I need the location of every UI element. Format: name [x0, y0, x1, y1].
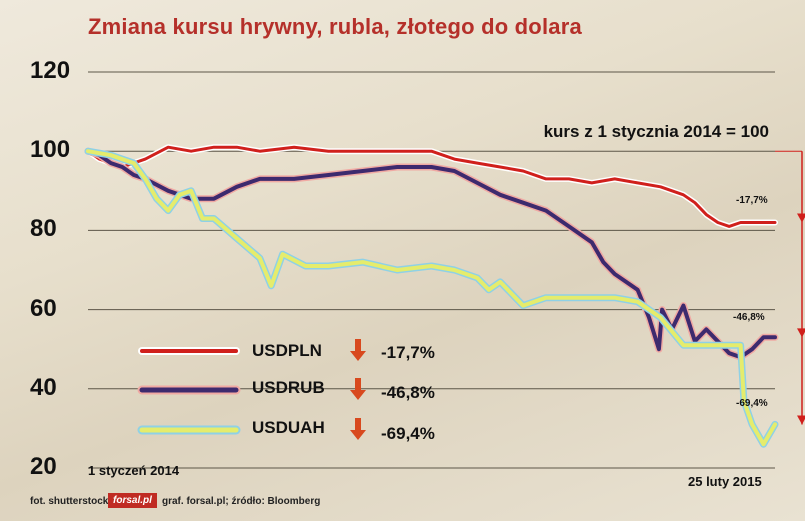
y-tick-40: 40 — [30, 373, 57, 401]
y-tick-120: 120 — [30, 57, 71, 84]
forsal-logo: forsal.pl — [108, 493, 157, 508]
legend-change-usduah: -69,4% — [381, 424, 435, 443]
legend-down-arrow-usduah — [350, 418, 366, 440]
y-tick-100: 100 — [30, 136, 71, 164]
legend-down-arrow-usdrub — [350, 378, 366, 400]
legend-name-usduah: USDUAH — [252, 418, 325, 437]
y-tick-60: 60 — [30, 294, 57, 322]
series-line-usduah — [86, 149, 777, 447]
end-label-usduah: -69,4% — [736, 398, 768, 409]
chart-title: Zmiana kursu hrywny, rubla, złotego do d… — [88, 14, 582, 39]
series-line-usdpln — [86, 145, 777, 228]
end-label-usdrub: -46,8% — [733, 312, 765, 323]
change-arrow-usdpln — [797, 213, 805, 223]
end-label-usdpln: -17,7% — [736, 195, 768, 206]
photo-credit: fot. shutterstock — [30, 496, 109, 507]
base-note: kurs z 1 stycznia 2014 = 100 — [543, 122, 769, 141]
change-arrow-usduah — [797, 415, 805, 425]
legend-change-usdrub: -46,8% — [381, 383, 435, 402]
legend-down-arrow-usdpln — [350, 339, 366, 361]
y-tick-80: 80 — [30, 215, 57, 243]
series-line-usdrub — [86, 149, 777, 360]
y-tick-20: 20 — [30, 453, 57, 480]
change-arrow-usdrub — [797, 328, 805, 338]
x-end-label: 25 luty 2015 — [688, 474, 762, 489]
series-outline-usdpln — [85, 144, 778, 230]
legend-change-usdpln: -17,7% — [381, 343, 435, 362]
legend-name-usdrub: USDRUB — [252, 378, 325, 397]
source-credit: graf. forsal.pl; źródło: Bloomberg — [162, 496, 321, 507]
x-start-label: 1 styczeń 2014 — [88, 463, 180, 478]
legend-name-usdpln: USDPLN — [252, 341, 322, 360]
